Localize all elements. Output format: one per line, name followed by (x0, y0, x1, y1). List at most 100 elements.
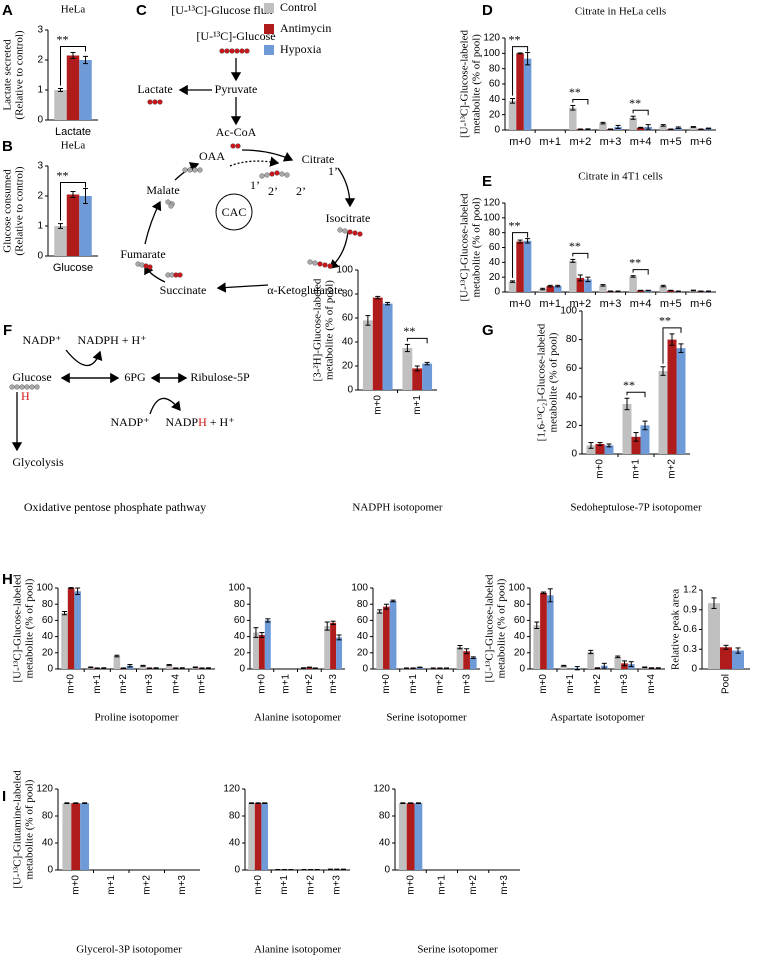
y-tick-label: 0 (47, 865, 53, 876)
significance-bracket (512, 46, 529, 96)
error-bar (390, 599, 396, 603)
carbon-bead (147, 264, 153, 270)
carbon-bead (269, 171, 275, 177)
y-tick-label: 0.6 (683, 624, 697, 635)
cofactor: NADPH + H⁺ (165, 415, 234, 429)
y-tick-label: 40 (357, 631, 369, 642)
bar: Hypoxia (74, 591, 81, 669)
y-tick-label: 20 (357, 647, 369, 658)
y-tick-label: 80 (42, 811, 54, 822)
error-bar (114, 654, 120, 658)
bar: Control (533, 625, 541, 669)
x-tick-label: m+0 (381, 674, 392, 694)
carbon-bead (229, 48, 235, 54)
error-bar (630, 275, 636, 278)
panel-letter: I (2, 788, 6, 805)
y-tick-label: 40 (234, 631, 246, 642)
error-bar (415, 802, 421, 805)
node-label: Ribulose-5P (190, 370, 250, 384)
bar: Antimycin (463, 651, 470, 669)
bar: Antimycin (516, 241, 524, 292)
y-tick-label: 120 (223, 784, 240, 795)
carbon-bead (192, 167, 198, 173)
y-tick-label: 100 (508, 583, 525, 594)
error-bar (83, 55, 88, 65)
legend-swatch (264, 24, 274, 34)
bar-chart: 0 20 40 60 80 100 m+0 m+1 m+2 m+3 m+4 Control Contro… (484, 574, 665, 724)
error-bar (675, 126, 681, 129)
y-tick-label: 60 (514, 615, 526, 626)
bar: Control (538, 289, 547, 292)
bar: Antimycin (595, 443, 605, 454)
error-bar (383, 603, 389, 610)
bar-chart: 0 20 40 60 80 100 m+0 m+1 m+2 m+3 m+4 m+5 Control Con… (12, 574, 215, 724)
x-tick-label: m+0 (253, 875, 264, 895)
node-label: Citrate (302, 152, 335, 166)
error-bar (655, 667, 661, 670)
x-tick-label: m+0 (595, 459, 606, 479)
y-tick-label: 60 (42, 615, 54, 626)
chart-title: Citrate in 4T1 cells (578, 171, 663, 183)
x-tick-label: Lactate (55, 126, 91, 138)
carbon-bead (152, 99, 158, 105)
arrow (65, 349, 103, 367)
error-bar (377, 609, 383, 614)
error-bar (615, 655, 621, 659)
x-axis-label: Aspartate isotopomer (550, 712, 645, 724)
error-bar (101, 667, 107, 670)
significance-label: ** (569, 239, 581, 253)
bar: Antimycin (546, 286, 554, 292)
error-bar (711, 597, 717, 609)
error-bar (597, 442, 603, 446)
bar: Control (54, 226, 67, 256)
bar: Hypoxia (261, 803, 268, 870)
x-tick-label: m+3 (177, 875, 188, 895)
error-bar (140, 664, 146, 667)
panel-letter: B (2, 138, 13, 155)
y-tick-label: 0 (347, 385, 353, 396)
y-axis-label: metabolite (% of pool) (24, 779, 36, 879)
error-bar (62, 610, 68, 616)
carbon-bead (274, 170, 280, 176)
arrow (229, 156, 280, 167)
error-bar (555, 284, 561, 288)
caption: Oxidative pentose phosphate pathway (24, 500, 206, 514)
carbon-bead (14, 384, 20, 390)
node-label: Glycolysis (12, 455, 64, 469)
error-bar (404, 343, 410, 353)
x-tick-label: m+1 (539, 298, 561, 310)
error-bar (547, 284, 553, 288)
error-bar (645, 124, 651, 130)
y-tick-label: 100 (483, 212, 500, 223)
arrow (149, 397, 181, 415)
bar: Hypoxia (422, 363, 433, 390)
bar: Antimycin (254, 803, 262, 870)
panel-letter: G (482, 322, 494, 339)
bar: Antimycin (636, 127, 645, 130)
bar: Control (402, 348, 413, 390)
y-tick-label: 60 (234, 615, 246, 626)
error-bar (324, 621, 330, 631)
y-tick-label: 100 (560, 306, 577, 317)
y-tick-label: 80 (489, 63, 501, 74)
y-axis-label: metabolite (% of pool) (24, 578, 36, 678)
error-bar (265, 618, 271, 623)
y-tick-label: 80 (489, 227, 501, 238)
x-tick-label: m+0 (538, 674, 549, 694)
y-axis-label: [U-¹³C]-Glucose-labeled (459, 30, 471, 138)
error-bar (615, 124, 621, 129)
y-tick-label: 20 (342, 361, 354, 372)
y-tick-label: 0 (37, 251, 43, 262)
x-axis-label: Alanine isotopomer (254, 944, 341, 956)
bar: Hypoxia (732, 650, 744, 669)
bar: Antimycin (631, 436, 641, 454)
bar: Antimycin (412, 368, 423, 390)
carbon-bead (337, 227, 343, 233)
panel-letter: C (136, 2, 147, 19)
y-tick-label: 20 (489, 109, 501, 120)
error-bar (255, 802, 261, 805)
x-tick-label: m+2 (468, 875, 479, 895)
